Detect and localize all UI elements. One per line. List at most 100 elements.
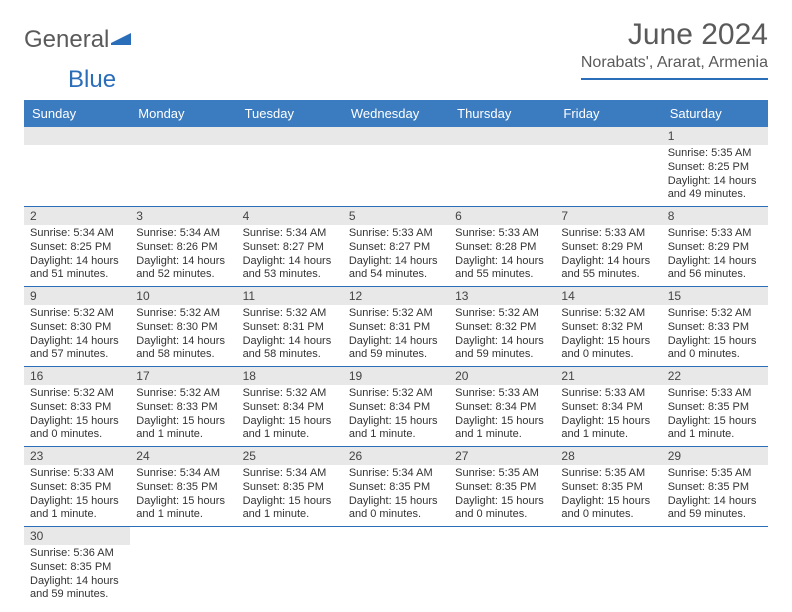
day-content: Sunrise: 5:32 AMSunset: 8:31 PMDaylight:… xyxy=(237,305,343,366)
calendar-row: 2Sunrise: 5:34 AMSunset: 8:25 PMDaylight… xyxy=(24,207,768,287)
calendar-row: 30Sunrise: 5:36 AMSunset: 8:35 PMDayligh… xyxy=(24,527,768,607)
empty-day-bar xyxy=(237,127,343,145)
calendar-cell xyxy=(662,527,768,607)
calendar-cell: 26Sunrise: 5:34 AMSunset: 8:35 PMDayligh… xyxy=(343,447,449,527)
calendar-cell: 7Sunrise: 5:33 AMSunset: 8:29 PMDaylight… xyxy=(555,207,661,287)
calendar-cell xyxy=(449,127,555,207)
empty-day-bar xyxy=(24,127,130,145)
calendar-cell: 30Sunrise: 5:36 AMSunset: 8:35 PMDayligh… xyxy=(24,527,130,607)
day-number: 25 xyxy=(237,447,343,465)
calendar-row: 1Sunrise: 5:35 AMSunset: 8:25 PMDaylight… xyxy=(24,127,768,207)
day-number: 22 xyxy=(662,367,768,385)
day-content: Sunrise: 5:35 AMSunset: 8:25 PMDaylight:… xyxy=(662,145,768,206)
day-content: Sunrise: 5:32 AMSunset: 8:30 PMDaylight:… xyxy=(130,305,236,366)
day-number: 9 xyxy=(24,287,130,305)
day-number: 16 xyxy=(24,367,130,385)
day-content: Sunrise: 5:33 AMSunset: 8:34 PMDaylight:… xyxy=(449,385,555,446)
page-title: June 2024 xyxy=(581,18,768,52)
day-number: 28 xyxy=(555,447,661,465)
day-number: 26 xyxy=(343,447,449,465)
logo-text-blue: Blue xyxy=(68,66,116,93)
day-number: 7 xyxy=(555,207,661,225)
day-content: Sunrise: 5:34 AMSunset: 8:25 PMDaylight:… xyxy=(24,225,130,286)
calendar-cell: 4Sunrise: 5:34 AMSunset: 8:27 PMDaylight… xyxy=(237,207,343,287)
day-header: Friday xyxy=(555,100,661,127)
day-number: 15 xyxy=(662,287,768,305)
calendar-cell xyxy=(237,127,343,207)
day-content: Sunrise: 5:32 AMSunset: 8:33 PMDaylight:… xyxy=(24,385,130,446)
day-content: Sunrise: 5:34 AMSunset: 8:35 PMDaylight:… xyxy=(130,465,236,526)
calendar-body: 1Sunrise: 5:35 AMSunset: 8:25 PMDaylight… xyxy=(24,127,768,606)
calendar-header-row: SundayMondayTuesdayWednesdayThursdayFrid… xyxy=(24,100,768,127)
logo-text-general: General xyxy=(24,26,109,54)
day-content: Sunrise: 5:33 AMSunset: 8:27 PMDaylight:… xyxy=(343,225,449,286)
day-content: Sunrise: 5:33 AMSunset: 8:34 PMDaylight:… xyxy=(555,385,661,446)
calendar-cell: 18Sunrise: 5:32 AMSunset: 8:34 PMDayligh… xyxy=(237,367,343,447)
day-content: Sunrise: 5:33 AMSunset: 8:28 PMDaylight:… xyxy=(449,225,555,286)
day-content: Sunrise: 5:32 AMSunset: 8:32 PMDaylight:… xyxy=(555,305,661,366)
day-number: 24 xyxy=(130,447,236,465)
calendar-cell: 24Sunrise: 5:34 AMSunset: 8:35 PMDayligh… xyxy=(130,447,236,527)
day-content: Sunrise: 5:32 AMSunset: 8:31 PMDaylight:… xyxy=(343,305,449,366)
day-number: 4 xyxy=(237,207,343,225)
empty-day-bar xyxy=(555,127,661,145)
day-content: Sunrise: 5:36 AMSunset: 8:35 PMDaylight:… xyxy=(24,545,130,606)
calendar-cell: 10Sunrise: 5:32 AMSunset: 8:30 PMDayligh… xyxy=(130,287,236,367)
calendar-cell: 6Sunrise: 5:33 AMSunset: 8:28 PMDaylight… xyxy=(449,207,555,287)
calendar-cell: 28Sunrise: 5:35 AMSunset: 8:35 PMDayligh… xyxy=(555,447,661,527)
day-header: Monday xyxy=(130,100,236,127)
calendar-cell xyxy=(130,127,236,207)
calendar-row: 16Sunrise: 5:32 AMSunset: 8:33 PMDayligh… xyxy=(24,367,768,447)
calendar-cell: 23Sunrise: 5:33 AMSunset: 8:35 PMDayligh… xyxy=(24,447,130,527)
day-number: 23 xyxy=(24,447,130,465)
calendar-cell: 3Sunrise: 5:34 AMSunset: 8:26 PMDaylight… xyxy=(130,207,236,287)
day-header: Sunday xyxy=(24,100,130,127)
calendar-cell: 19Sunrise: 5:32 AMSunset: 8:34 PMDayligh… xyxy=(343,367,449,447)
day-number: 1 xyxy=(662,127,768,145)
empty-day-bar xyxy=(343,127,449,145)
day-content: Sunrise: 5:34 AMSunset: 8:26 PMDaylight:… xyxy=(130,225,236,286)
calendar-cell xyxy=(555,527,661,607)
calendar-cell xyxy=(449,527,555,607)
day-content: Sunrise: 5:32 AMSunset: 8:34 PMDaylight:… xyxy=(237,385,343,446)
empty-day-bar xyxy=(130,127,236,145)
calendar-row: 23Sunrise: 5:33 AMSunset: 8:35 PMDayligh… xyxy=(24,447,768,527)
calendar-cell: 8Sunrise: 5:33 AMSunset: 8:29 PMDaylight… xyxy=(662,207,768,287)
calendar-cell: 21Sunrise: 5:33 AMSunset: 8:34 PMDayligh… xyxy=(555,367,661,447)
calendar-table: SundayMondayTuesdayWednesdayThursdayFrid… xyxy=(24,100,768,606)
day-content: Sunrise: 5:33 AMSunset: 8:29 PMDaylight:… xyxy=(662,225,768,286)
day-content: Sunrise: 5:32 AMSunset: 8:33 PMDaylight:… xyxy=(130,385,236,446)
calendar-cell: 9Sunrise: 5:32 AMSunset: 8:30 PMDaylight… xyxy=(24,287,130,367)
day-content: Sunrise: 5:32 AMSunset: 8:32 PMDaylight:… xyxy=(449,305,555,366)
day-content: Sunrise: 5:34 AMSunset: 8:35 PMDaylight:… xyxy=(237,465,343,526)
day-number: 6 xyxy=(449,207,555,225)
calendar-cell: 25Sunrise: 5:34 AMSunset: 8:35 PMDayligh… xyxy=(237,447,343,527)
day-content: Sunrise: 5:34 AMSunset: 8:27 PMDaylight:… xyxy=(237,225,343,286)
day-number: 17 xyxy=(130,367,236,385)
day-number: 18 xyxy=(237,367,343,385)
day-number: 3 xyxy=(130,207,236,225)
day-content: Sunrise: 5:33 AMSunset: 8:35 PMDaylight:… xyxy=(662,385,768,446)
day-number: 14 xyxy=(555,287,661,305)
day-number: 13 xyxy=(449,287,555,305)
calendar-cell: 27Sunrise: 5:35 AMSunset: 8:35 PMDayligh… xyxy=(449,447,555,527)
calendar-cell: 13Sunrise: 5:32 AMSunset: 8:32 PMDayligh… xyxy=(449,287,555,367)
calendar-row: 9Sunrise: 5:32 AMSunset: 8:30 PMDaylight… xyxy=(24,287,768,367)
calendar-cell: 14Sunrise: 5:32 AMSunset: 8:32 PMDayligh… xyxy=(555,287,661,367)
day-number: 2 xyxy=(24,207,130,225)
calendar-cell: 16Sunrise: 5:32 AMSunset: 8:33 PMDayligh… xyxy=(24,367,130,447)
calendar-cell xyxy=(555,127,661,207)
day-content: Sunrise: 5:34 AMSunset: 8:35 PMDaylight:… xyxy=(343,465,449,526)
calendar-cell: 29Sunrise: 5:35 AMSunset: 8:35 PMDayligh… xyxy=(662,447,768,527)
day-number: 10 xyxy=(130,287,236,305)
calendar-cell xyxy=(24,127,130,207)
calendar-cell: 20Sunrise: 5:33 AMSunset: 8:34 PMDayligh… xyxy=(449,367,555,447)
day-header: Tuesday xyxy=(237,100,343,127)
day-content: Sunrise: 5:32 AMSunset: 8:34 PMDaylight:… xyxy=(343,385,449,446)
logo-flag-icon xyxy=(109,26,135,54)
day-content: Sunrise: 5:35 AMSunset: 8:35 PMDaylight:… xyxy=(555,465,661,526)
day-header: Thursday xyxy=(449,100,555,127)
day-content: Sunrise: 5:35 AMSunset: 8:35 PMDaylight:… xyxy=(662,465,768,526)
calendar-cell xyxy=(343,127,449,207)
day-header: Wednesday xyxy=(343,100,449,127)
